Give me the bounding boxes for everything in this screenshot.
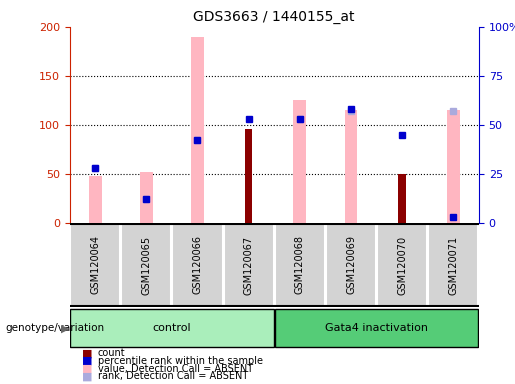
- Text: rank, Detection Call = ABSENT: rank, Detection Call = ABSENT: [98, 371, 248, 381]
- Bar: [224, 223, 274, 306]
- Text: ▶: ▶: [61, 323, 70, 333]
- Bar: [245, 129, 252, 223]
- Text: GSM120071: GSM120071: [449, 235, 458, 295]
- Bar: [121, 223, 171, 306]
- Title: GDS3663 / 1440155_at: GDS3663 / 1440155_at: [194, 10, 355, 25]
- Text: GSM120069: GSM120069: [346, 235, 356, 295]
- Text: ■: ■: [82, 371, 93, 381]
- Bar: [70, 310, 274, 347]
- Bar: [345, 110, 357, 223]
- Text: GSM120066: GSM120066: [193, 235, 202, 295]
- Bar: [140, 172, 152, 223]
- Bar: [428, 223, 478, 306]
- Text: GSM120068: GSM120068: [295, 235, 305, 295]
- Bar: [274, 310, 478, 347]
- Text: percentile rank within the sample: percentile rank within the sample: [98, 356, 263, 366]
- Bar: [191, 37, 204, 223]
- Text: Gata4 inactivation: Gata4 inactivation: [325, 323, 428, 333]
- Text: GSM120070: GSM120070: [397, 235, 407, 295]
- Text: genotype/variation: genotype/variation: [5, 323, 104, 333]
- Bar: [447, 110, 460, 223]
- Bar: [173, 223, 222, 306]
- Text: ■: ■: [82, 348, 93, 358]
- Text: count: count: [98, 348, 126, 358]
- Bar: [377, 223, 427, 306]
- Bar: [274, 223, 325, 306]
- Bar: [70, 223, 120, 306]
- Text: value, Detection Call = ABSENT: value, Detection Call = ABSENT: [98, 364, 253, 374]
- Text: GSM120065: GSM120065: [141, 235, 151, 295]
- Bar: [89, 176, 101, 223]
- Bar: [294, 100, 306, 223]
- Text: GSM120064: GSM120064: [90, 235, 100, 295]
- Bar: [326, 223, 376, 306]
- Text: GSM120067: GSM120067: [244, 235, 254, 295]
- Text: control: control: [152, 323, 191, 333]
- Bar: [398, 174, 406, 223]
- Text: ■: ■: [82, 364, 93, 374]
- Text: ■: ■: [82, 356, 93, 366]
